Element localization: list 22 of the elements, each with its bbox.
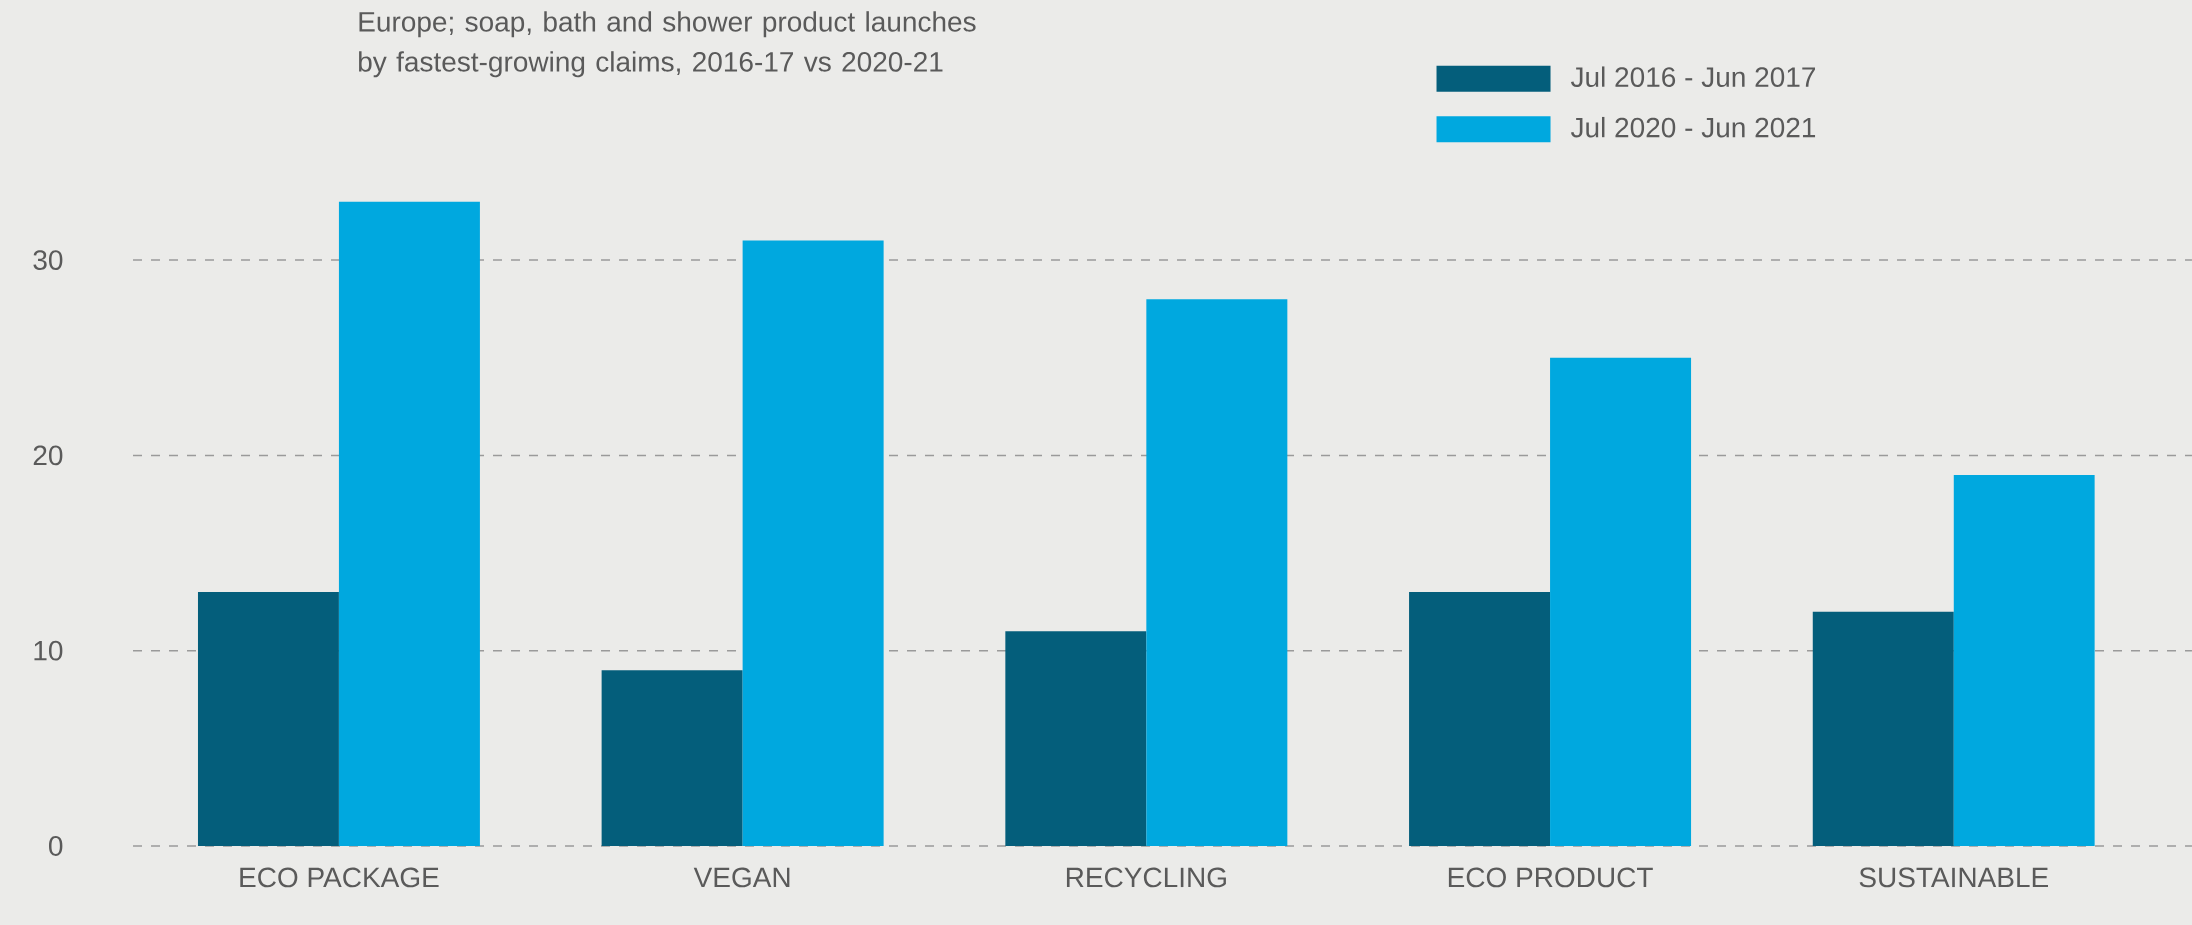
- legend-label: Jul 2016 - Jun 2017: [1570, 66, 1816, 87]
- bar: [1005, 631, 1147, 846]
- x-tick-label: VEGAN: [693, 867, 790, 888]
- bar: [1409, 592, 1551, 846]
- bar: [338, 201, 480, 846]
- y-tick-label: 20: [33, 445, 63, 466]
- legend-label: Jul 2020 - Jun 2021: [1570, 116, 1816, 138]
- bar: [1146, 299, 1288, 846]
- bar: [742, 240, 884, 846]
- bar: [1550, 357, 1692, 846]
- y-tick-label: 10: [34, 640, 63, 661]
- x-tick-label: ECO PACKAGE: [240, 867, 439, 888]
- bar: [601, 670, 743, 846]
- x-tick-label: ECO PRODUCT: [1448, 867, 1653, 888]
- bar: [1812, 611, 1954, 846]
- x-tick-label: SUSTAINABLE: [1859, 867, 2049, 888]
- y-tick-label: 0: [49, 836, 63, 856]
- chart-title: Europe; soap, bath and shower product launches by fastest-growing claims, 2016-17 vs 2020-21: [359, 11, 976, 78]
- y-tick-label: 30: [33, 250, 63, 270]
- x-tick-label: RECYCLING: [1066, 867, 1226, 888]
- bar: [197, 592, 339, 846]
- bar: [1953, 474, 2095, 846]
